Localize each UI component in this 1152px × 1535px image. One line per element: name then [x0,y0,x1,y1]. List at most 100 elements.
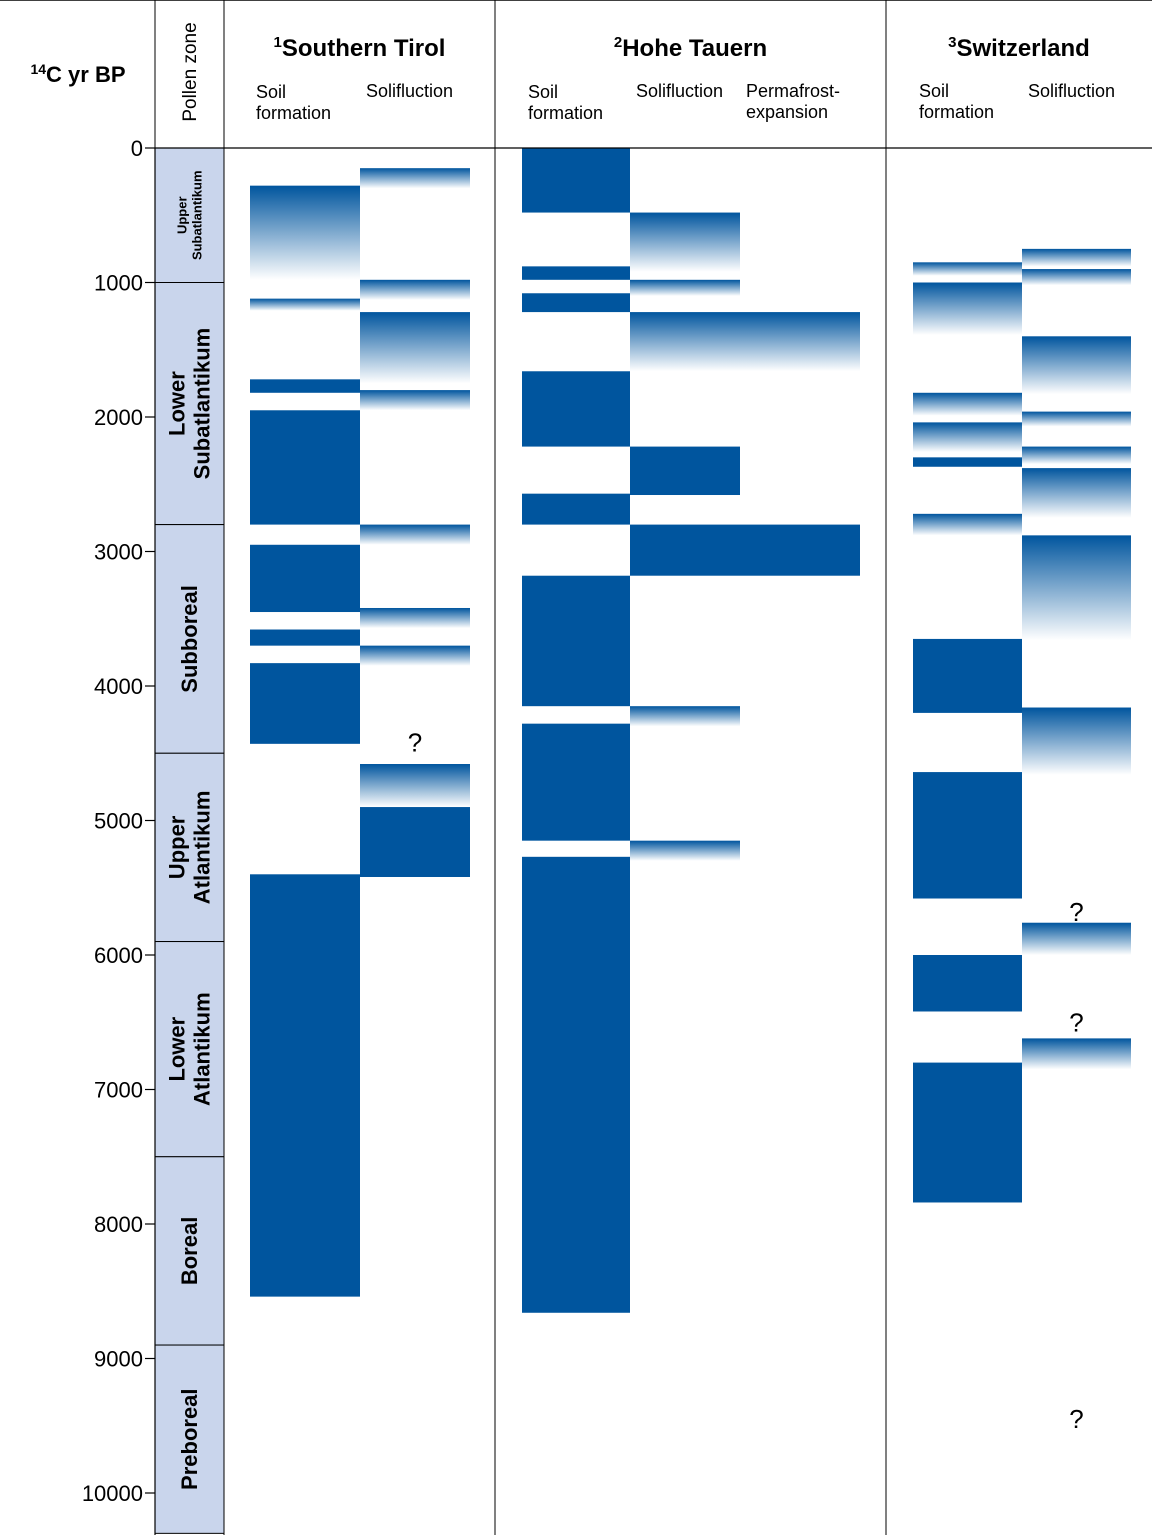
y-axis: 0 1000 2000 3000 4000 5000 6000 7000 8000 9000 100… [82,136,156,1535]
column-label: formation [256,103,331,123]
column-label: Permafrost- [746,81,840,101]
region-title-text: Hohe Tauern [622,35,767,62]
uncertain-mark: ? [1069,897,1083,927]
period-bar-solid [522,493,630,525]
period-bar-solid [250,544,360,613]
period-bar-solid [913,1062,1022,1203]
period-bar-fade [913,422,1022,452]
period-bar-fade [360,607,470,629]
period-bar-solid [250,410,360,525]
uncertain-mark: ? [408,727,422,757]
y-tick-label: 1000 [94,271,143,296]
period-bar-fade [630,312,740,372]
column: Solifluction [630,81,740,861]
period-bar-fade [1022,1038,1131,1070]
y-tick-label: 8000 [94,1212,143,1237]
period-bar-fade [360,764,470,808]
period-bar-solid [250,874,360,1297]
pollen-zone-label: Atlantikum [190,992,215,1106]
pollen-zone-label: Subboreal [177,585,202,693]
period-bar-fade [1022,535,1131,641]
period-bar-fade [913,282,1022,335]
column: Solifluction??? [1022,81,1131,1434]
period-bar-fade [913,262,1022,276]
period-bar-fade [250,185,360,280]
pollen-zone-label: Subatlantikum [190,328,215,480]
pollen-zone-label: Upper [175,196,190,234]
region-title: 2Hohe Tauern [614,34,767,62]
period-bar-fade [913,513,1022,536]
y-tick-label: 5000 [94,809,143,834]
y-axis-title-text: C yr BP [46,62,125,87]
period-bar-solid [360,807,470,877]
period-bar-fade [1022,922,1131,955]
period-bar-fade [630,279,740,296]
period-bar-fade [1022,269,1131,286]
period-bar-solid [522,371,630,447]
period-bar-solid [522,148,630,213]
pollen-zone-0 [154,147,225,283]
column-label: Solifluction [1028,81,1115,101]
period-bar-solid [913,457,1022,467]
column-label: Soil [919,81,949,101]
period-bar-fade [913,392,1022,416]
period-bar-fade [1022,446,1131,465]
period-bar-fade [740,312,860,372]
period-bar-solid [522,856,630,1313]
y-tick-label: 4000 [94,674,143,699]
period-bar-fade [630,212,740,272]
region-title-sup: 1 [274,34,282,51]
period-bar-solid [913,955,1022,1012]
y-tick-label: 0 [131,136,143,161]
region-title-text: Switzerland [956,35,1089,62]
y-tick-label: 9000 [94,1347,143,1372]
period-bar-fade [250,298,360,311]
period-bar-fade [1022,411,1131,427]
period-bar-fade [1022,468,1131,518]
y-axis-title-sup: 14 [30,61,46,77]
y-tick-label: 6000 [94,943,143,968]
column-label: Soil [256,82,286,102]
period-bar-fade [1022,248,1131,267]
pollen-zone-1 [154,282,225,526]
y-axis-title: 14C yr BP [30,61,125,87]
pollen-zone-4 [154,941,225,1158]
pollen-zone-2 [154,524,225,754]
pollen-zone-6 [154,1344,225,1534]
y-tick-label: 3000 [94,540,143,565]
period-bar-fade [360,524,470,545]
period-bar-solid [250,379,360,393]
period-bar-solid [913,638,1022,713]
column-label: expansion [746,102,828,122]
period-bar-fade [630,840,740,861]
pollen-zone-5 [154,1156,225,1346]
period-bar-fade [1022,707,1131,775]
period-bar-fade [360,312,470,384]
period-bar-solid [522,266,630,280]
column-label: formation [919,102,994,122]
pollen-zone-label: Lower [165,371,190,436]
pollen-zone-header: Pollen zone [180,22,201,121]
column: Permafrost-expansion [740,81,860,576]
period-bar-solid [740,524,860,576]
period-bar-fade [360,279,470,300]
region-title-sup: 2 [614,34,622,51]
period-bar-solid [630,524,740,576]
y-tick-label: 2000 [94,405,143,430]
region-title-text: Southern Tirol [282,35,446,62]
period-bar-solid [522,293,630,313]
y-tick-label: 7000 [94,1078,143,1103]
period-bar-solid [250,629,360,646]
pollen-zone-label: Upper [165,815,190,879]
region-title-sup: 3 [948,34,956,51]
pollen-zone-label: Subatlantikum [190,170,205,260]
pollen-zone-label: Preboreal [177,1388,202,1490]
period-bar-solid [522,723,630,841]
